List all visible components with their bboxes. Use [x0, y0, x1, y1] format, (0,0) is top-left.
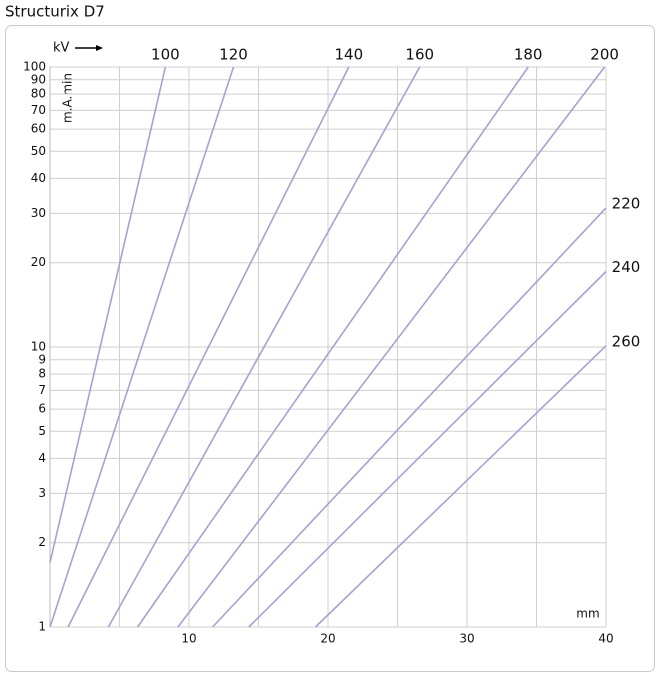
x-tick-label: 10: [181, 632, 196, 646]
y-axis-label: m.A.min: [61, 73, 75, 123]
y-tick-label: 1: [38, 620, 46, 634]
series-line: [67, 66, 350, 628]
series-label: 240: [612, 258, 641, 276]
arrow-head: [96, 45, 103, 51]
y-tick-label: 9: [38, 352, 46, 366]
series-line: [212, 207, 607, 628]
y-tick-label: 20: [31, 255, 46, 269]
y-tick-label: 7: [38, 383, 46, 397]
series-label: 100: [151, 46, 180, 64]
series-label: 220: [612, 194, 641, 212]
series-label: 200: [590, 46, 619, 64]
y-tick-label: 2: [38, 535, 46, 549]
series-label: 120: [219, 46, 248, 64]
y-tick-label: 50: [31, 144, 46, 158]
y-tick-label: 6: [38, 402, 46, 416]
series-label: 140: [335, 46, 364, 64]
y-tick-label: 40: [31, 171, 46, 185]
series-line: [136, 66, 529, 628]
series-label: 260: [612, 332, 641, 350]
y-tick-label: 4: [38, 451, 46, 465]
x-tick-label: 40: [598, 632, 613, 646]
x-tick-label: 20: [320, 632, 335, 646]
y-tick-label: 3: [38, 486, 46, 500]
x-axis-label: mm: [576, 607, 599, 621]
series-line: [49, 66, 167, 563]
chart-title: Structurix D7: [5, 3, 105, 21]
y-tick-label: 60: [31, 122, 46, 136]
y-tick-label: 5: [38, 424, 46, 438]
y-tick-label: 10: [31, 340, 46, 354]
y-tick-label: 70: [31, 103, 46, 117]
series-line: [314, 345, 607, 628]
series-line: [49, 66, 235, 628]
series-line: [177, 66, 606, 628]
series-line: [248, 270, 607, 628]
series-axis-label: kV: [53, 41, 70, 56]
x-tick-label: 30: [459, 632, 474, 646]
series-label: 180: [514, 46, 543, 64]
y-tick-label: 100: [23, 60, 46, 74]
series-label: 160: [405, 46, 434, 64]
frame: [5, 25, 655, 672]
y-tick-label: 80: [31, 87, 46, 101]
series-line: [107, 66, 421, 628]
y-tick-label: 90: [31, 72, 46, 86]
y-tick-label: 8: [38, 367, 46, 381]
y-tick-label: 30: [31, 206, 46, 220]
